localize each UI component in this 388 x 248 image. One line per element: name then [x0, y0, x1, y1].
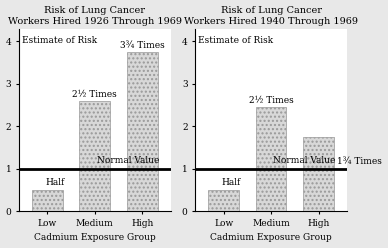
Bar	[32, 190, 63, 211]
X-axis label: Cadmium Exposure Group: Cadmium Exposure Group	[34, 233, 156, 243]
Bar	[127, 52, 158, 211]
X-axis label: Cadmium Exposure Group: Cadmium Exposure Group	[210, 233, 332, 243]
Bar	[256, 107, 286, 211]
Text: Estimate of Risk: Estimate of Risk	[198, 36, 274, 45]
Text: Normal Value: Normal Value	[97, 156, 159, 165]
Text: Half: Half	[221, 178, 241, 186]
Bar	[80, 101, 110, 211]
Text: 1¾ Times: 1¾ Times	[336, 157, 381, 166]
Title: Risk of Lung Cancer
Workers Hired 1940 Through 1969: Risk of Lung Cancer Workers Hired 1940 T…	[184, 5, 358, 26]
Text: 2½ Times: 2½ Times	[73, 90, 117, 99]
Text: Estimate of Risk: Estimate of Risk	[22, 36, 97, 45]
Text: 2½ Times: 2½ Times	[249, 96, 293, 105]
Title: Risk of Lung Cancer
Workers Hired 1926 Through 1969: Risk of Lung Cancer Workers Hired 1926 T…	[8, 5, 182, 26]
Bar	[208, 190, 239, 211]
Bar	[303, 137, 334, 211]
Text: Normal Value: Normal Value	[273, 156, 336, 165]
Text: Half: Half	[45, 178, 64, 186]
Text: 3¾ Times: 3¾ Times	[120, 41, 165, 50]
